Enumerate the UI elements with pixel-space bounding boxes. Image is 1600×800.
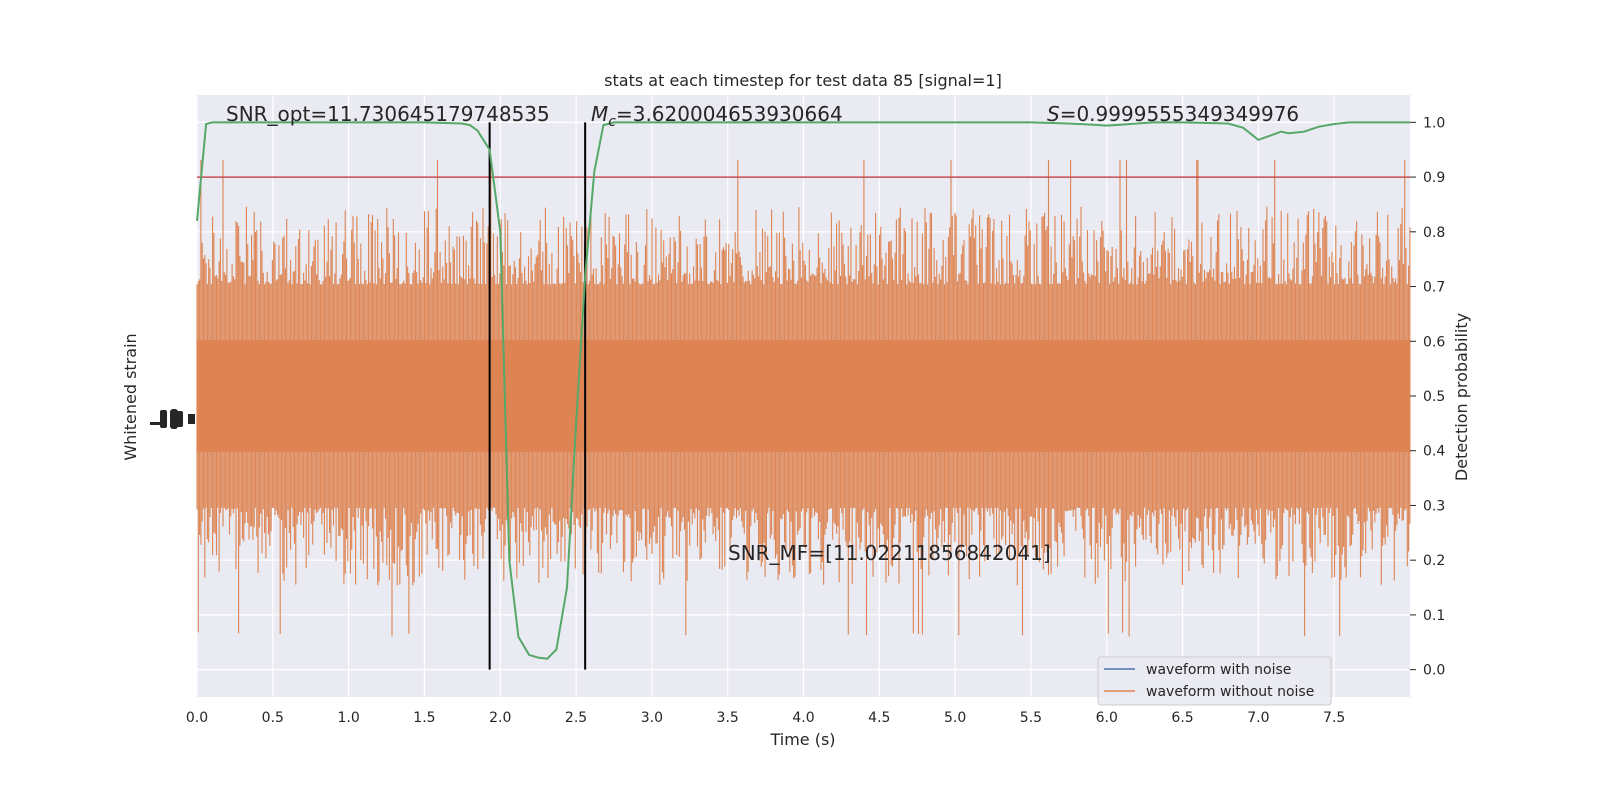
- legend: waveform with noise waveform without noi…: [1097, 656, 1332, 706]
- right-y-axis-label: Detection probability: [1452, 313, 1471, 481]
- y-tick-label: 0.1: [1423, 608, 1445, 624]
- legend-label-without-noise: waveform without noise: [1146, 684, 1314, 700]
- x-tick-label: 0.5: [262, 710, 284, 726]
- y-tick-label: 0.7: [1423, 280, 1445, 296]
- event-boundary-lines: [488, 122, 587, 670]
- detection-probability-line: [196, 121, 1410, 660]
- waveform-without-noise-series: [196, 160, 1411, 637]
- x-tick-label: 5.5: [1020, 710, 1042, 726]
- x-tick-label: 0.0: [186, 710, 208, 726]
- x-tick-label: 5.0: [944, 710, 966, 726]
- snr-opt-annotation: SNR_opt=11.730645179748535: [226, 102, 550, 126]
- x-tick-label: 6.0: [1096, 710, 1118, 726]
- x-tick-label: 6.5: [1171, 710, 1193, 726]
- y-tick-label: 0.8: [1423, 225, 1445, 241]
- y-tick-label: 0.5: [1423, 389, 1445, 405]
- noise-core-band: [197, 340, 1410, 452]
- x-tick-label: 7.5: [1323, 710, 1345, 726]
- left-y-axis-label: Whitened strain: [121, 333, 140, 460]
- x-tick-label: 3.0: [641, 710, 663, 726]
- legend-box: [1097, 656, 1332, 706]
- y-tick-label: 1.0: [1423, 115, 1445, 131]
- x-tick-label: 3.5: [717, 710, 739, 726]
- y-tick-label: 0.6: [1423, 334, 1445, 350]
- chirp-mass-annotation: Mc=3.620004653930664: [591, 102, 843, 130]
- left-axis-tick-labels: [150, 409, 195, 429]
- x-tick-label: 4.5: [868, 710, 890, 726]
- x-tick-label: 2.0: [489, 710, 511, 726]
- snr-mf-annotation: SNR_MF=[11.02211856842041]: [728, 541, 1051, 565]
- y-tick-label: 0.3: [1423, 498, 1445, 514]
- x-axis-label: Time (s): [769, 730, 835, 749]
- y-tick-label: 0.0: [1423, 663, 1445, 679]
- x-tick-label: 4.0: [792, 710, 814, 726]
- right-y-axis-ticks: 0.0 0.1 0.2 0.3 0.4 0.5 0.6 0.7 0.8 0.9 1.0: [1410, 115, 1445, 679]
- y-tick-label: 0.2: [1423, 553, 1445, 569]
- x-tick-label: 1.0: [337, 710, 359, 726]
- chart-title: stats at each timestep for test data 85 …: [604, 71, 1002, 90]
- y-tick-label: 0.9: [1423, 170, 1445, 186]
- x-tick-label: 1.5: [413, 710, 435, 726]
- noise-waveform-strokes: [196, 160, 1411, 637]
- x-axis-ticks: 0.0 0.5 1.0 1.5 2.0 2.5 3.0 3.5 4.0 4.5 5.0 5.5 6.0 6…: [186, 710, 1345, 726]
- legend-label-with-noise: waveform with noise: [1146, 662, 1291, 678]
- overlap-s-annotation: S=0.9999555349349976: [1047, 102, 1299, 126]
- x-tick-label: 7.0: [1247, 710, 1269, 726]
- x-tick-label: 2.5: [565, 710, 587, 726]
- y-tick-label: 0.4: [1423, 444, 1445, 460]
